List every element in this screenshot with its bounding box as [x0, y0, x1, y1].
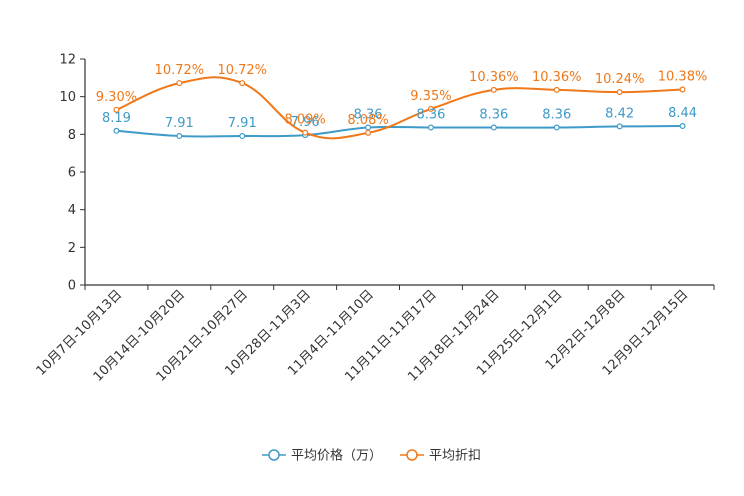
data-label: 7.91 [165, 116, 194, 131]
data-labels: 8.19 7.91 7.91 7.96 8.36 8.36 8.36 8.36 8.42 8.44… [96, 63, 708, 131]
data-label: 9.35% [410, 89, 451, 104]
data-label: 10.72% [155, 63, 205, 78]
data-label: 10.72% [217, 63, 267, 78]
series-line [116, 125, 683, 138]
data-label: 8.19 [102, 111, 131, 126]
legend[interactable]: 平均价格（万） 平均折扣 [262, 448, 481, 464]
legend-marker-icon [268, 449, 280, 461]
data-label: 8.36 [479, 108, 508, 123]
data-label: 10.24% [595, 72, 645, 87]
y-tick-label: 10 [59, 90, 76, 105]
data-label: 8.08% [347, 113, 388, 128]
data-point[interactable] [490, 86, 497, 93]
data-label: 8.36 [354, 108, 383, 123]
x-axis: 10月7日-10月13日10月14日-10月20日10月21日-10月27日10… [34, 284, 715, 385]
data-label: 7.91 [228, 116, 257, 131]
data-label: 8.36 [416, 108, 445, 123]
data-label: 8.09% [284, 113, 325, 128]
data-point[interactable] [113, 127, 120, 134]
y-tick-label: 4 [68, 203, 76, 218]
data-label: 7.96 [291, 115, 320, 130]
data-point[interactable] [427, 105, 434, 112]
data-label: 8.36 [542, 108, 571, 123]
y-tick-label: 0 [68, 279, 76, 294]
y-axis: 0 2 4 6 8 10 12 [59, 53, 86, 294]
data-label: 10.36% [532, 70, 582, 85]
data-point[interactable] [365, 129, 372, 136]
data-label: 10.36% [469, 70, 519, 85]
data-point[interactable] [176, 133, 183, 140]
data-label: 10.38% [658, 70, 708, 85]
data-point[interactable] [616, 123, 623, 130]
data-point[interactable] [113, 106, 120, 113]
data-point[interactable] [679, 123, 686, 130]
y-tick-label: 2 [68, 241, 76, 256]
legend-marker-icon [406, 449, 418, 461]
data-point[interactable] [239, 133, 246, 140]
data-point[interactable] [553, 124, 560, 131]
data-label: 8.42 [605, 106, 634, 121]
y-tick-label: 12 [59, 53, 76, 68]
series-line [116, 76, 683, 140]
data-point[interactable] [490, 124, 497, 131]
y-tick-label: 8 [68, 128, 76, 143]
legend-item-avg-price[interactable]: 平均价格（万） [262, 448, 382, 464]
data-point[interactable] [679, 86, 686, 93]
legend-label: 平均价格（万） [291, 448, 382, 464]
data-label: 9.30% [96, 90, 137, 105]
data-label: 8.44 [668, 106, 697, 121]
data-point[interactable] [302, 129, 309, 136]
series-avg-discount [113, 76, 686, 140]
y-tick-label: 6 [68, 166, 76, 181]
legend-label: 平均折扣 [429, 449, 481, 464]
series-avg-price [113, 123, 686, 140]
data-point[interactable] [239, 80, 246, 87]
data-point[interactable] [553, 86, 560, 93]
data-point[interactable] [427, 124, 434, 131]
series-layer [113, 76, 686, 140]
data-point[interactable] [176, 80, 183, 87]
data-point[interactable] [616, 89, 623, 96]
legend-item-avg-discount[interactable]: 平均折扣 [400, 449, 481, 464]
